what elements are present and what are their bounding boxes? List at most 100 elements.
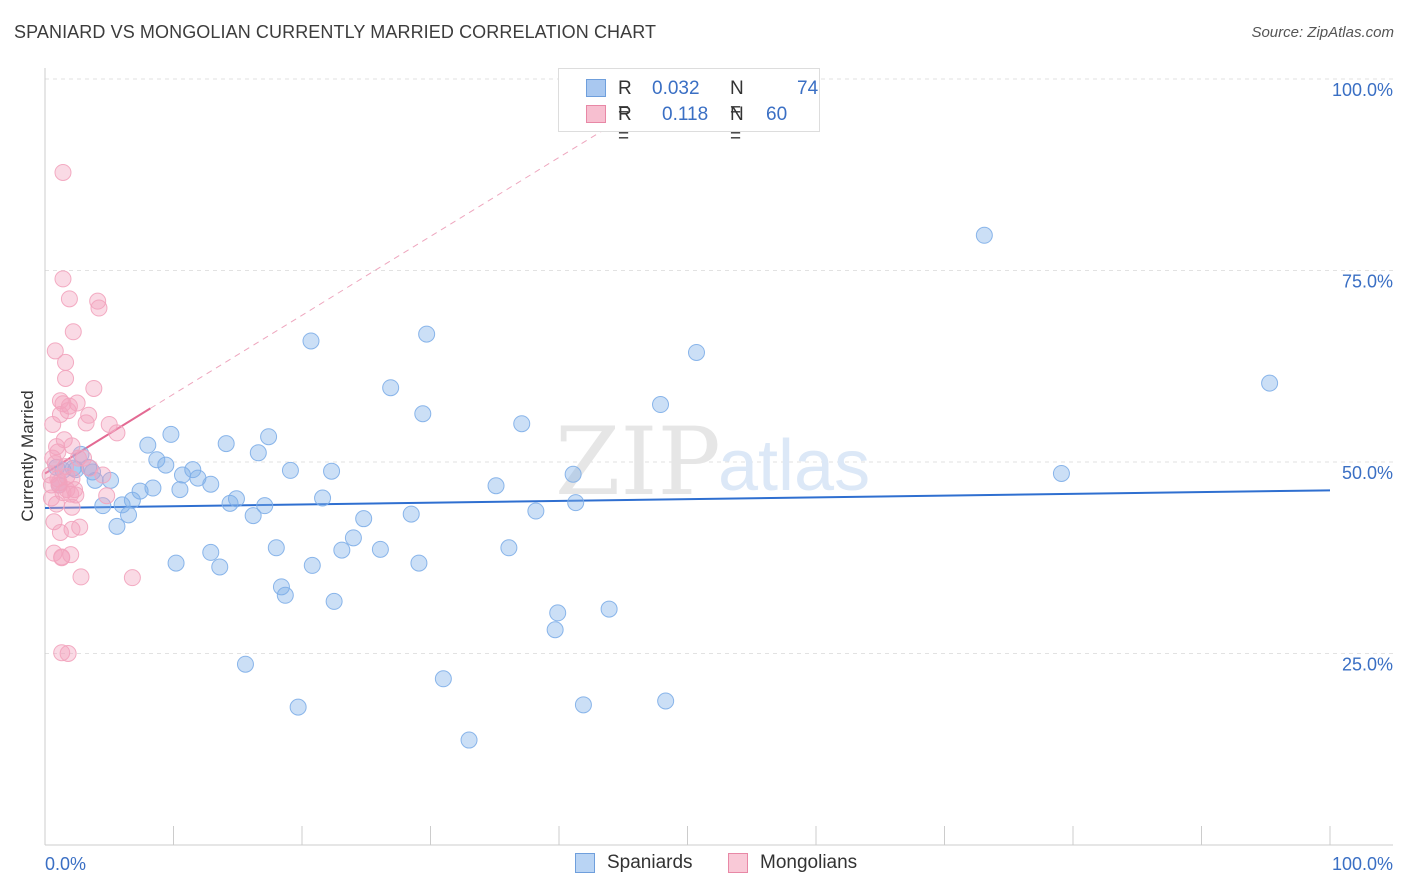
point-mongolians [98,487,116,505]
point-mongolians [63,470,81,488]
point-mongolians [71,518,89,536]
point-spaniards [302,332,320,350]
point-spaniards [418,325,436,343]
point-spaniards [113,496,131,514]
point-spaniards [227,490,245,508]
legend-label-mongolians: Mongolians [760,852,858,873]
data-points [41,163,1279,749]
point-spaniards [600,600,618,618]
point-spaniards [355,510,373,528]
point-spaniards [410,554,428,572]
chart-title: SPANIARD VS MONGOLIAN CURRENTLY MARRIED … [14,22,657,42]
stats-r-value: 0.032 [652,78,700,99]
stats-r-label: R = [618,104,632,147]
point-mongolians [53,644,71,662]
y-tick-label: 100.0% [1332,80,1393,100]
point-mongolians [66,481,84,499]
point-spaniards [162,425,180,443]
point-spaniards [281,461,299,479]
point-spaniards [687,343,705,361]
point-spaniards [657,692,675,710]
point-spaniards [402,505,420,523]
legend: Spaniards Mongolians [0,850,1406,878]
point-spaniards [333,541,351,559]
point-spaniards [1261,374,1279,392]
point-mongolians [68,394,86,412]
point-spaniards [148,451,166,469]
point-mongolians [67,486,85,504]
point-spaniards [574,696,592,714]
point-spaniards [1052,464,1070,482]
point-spaniards [260,428,278,446]
stats-n-value: 60 [766,104,788,125]
point-spaniards [549,604,567,622]
trend-line-mongolians-extension [150,93,663,409]
point-mongolians [54,163,72,181]
point-mongolians [80,406,98,424]
point-spaniards [303,556,321,574]
point-spaniards [171,481,189,499]
stats-box: R = 0.032 N = 74 R = 0.118 N = 60 [558,68,820,147]
stats-n-label: N = [730,104,744,147]
point-spaniards [272,578,290,596]
point-spaniards [202,543,220,561]
point-spaniards [236,655,254,673]
point-spaniards [157,456,175,474]
stats-n-value: 74 [797,78,819,99]
point-spaniards [487,477,505,495]
point-spaniards [567,494,585,512]
point-spaniards [314,489,332,507]
point-mongolians [57,353,75,371]
point-spaniards [184,461,202,479]
point-spaniards [564,465,582,483]
point-mongolians [59,645,77,662]
x-tick-label: 0.0% [45,854,86,874]
point-spaniards [217,435,235,453]
point-spaniards [975,226,993,244]
point-spaniards [500,539,518,557]
point-mongolians [69,449,87,467]
point-spaniards [131,482,149,500]
point-spaniards [460,731,478,749]
point-mongolians [75,449,93,467]
point-mongolians [62,546,80,564]
stats-swatch-mongolians [586,105,606,123]
point-spaniards [323,462,341,480]
point-spaniards [527,502,545,520]
point-spaniards [144,479,162,497]
point-spaniards [244,507,262,525]
point-spaniards [289,698,307,716]
stats-swatch-spaniards [586,79,606,97]
point-spaniards [94,497,112,515]
trend-line-spaniards [44,489,1331,509]
point-spaniards [256,497,274,515]
source-credit: Source: ZipAtlas.com [1251,24,1394,41]
point-spaniards [120,506,138,524]
point-mongolians [57,370,75,388]
point-mongolians [54,270,72,288]
point-mongolians [90,299,108,317]
point-spaniards [267,539,285,557]
point-spaniards [652,396,670,414]
point-mongolians [64,323,82,341]
x-tick-label: 100.0% [1332,854,1393,874]
legend-label-spaniards: Spaniards [607,852,693,873]
point-spaniards [202,475,220,493]
point-mongolians [108,424,126,442]
point-mongolians [94,466,112,484]
point-spaniards [211,558,229,576]
point-spaniards [325,592,343,610]
point-mongolians [46,342,64,360]
point-spaniards [344,529,362,547]
legend-swatch-spaniards [575,853,595,873]
grid-lines [45,78,1393,654]
point-mongolians [53,549,71,567]
y-tick-label: 75.0% [1342,272,1393,292]
point-mongolians [123,569,141,587]
watermark-atlas: atlas [718,426,870,506]
legend-swatch-mongolians [728,853,748,873]
point-spaniards [513,415,531,433]
point-mongolians [54,395,72,413]
y-tick-label: 25.0% [1342,655,1393,675]
point-spaniards [249,444,267,462]
